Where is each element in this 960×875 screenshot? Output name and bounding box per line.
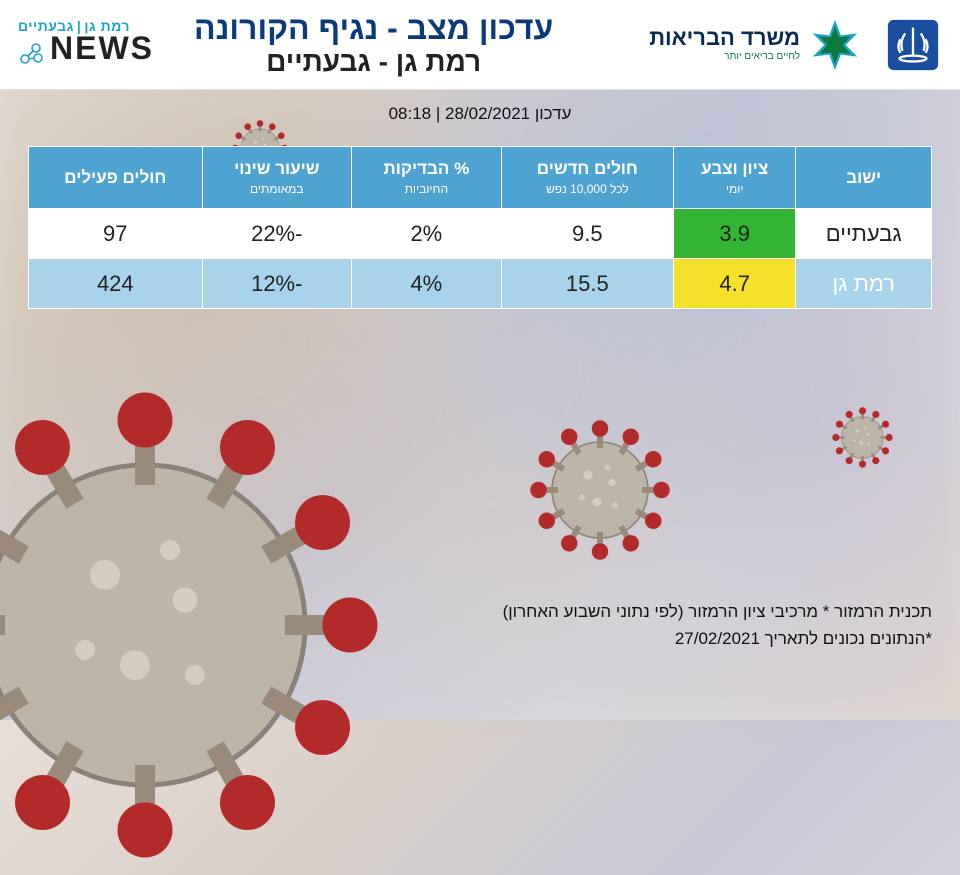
col-name: ישוב	[796, 147, 932, 209]
cell-pos-rate: 4%	[351, 259, 501, 309]
cell-change: -12%	[202, 259, 351, 309]
cell-pos-rate: 2%	[351, 209, 501, 259]
cell-change: -22%	[202, 209, 351, 259]
news-logo-text: NEWS	[50, 30, 154, 66]
coronavirus-icon	[830, 405, 895, 470]
network-icon	[18, 38, 46, 71]
cell-city-name: גבעתיים	[796, 209, 932, 259]
news-logo: רמת גן|גבעתיים NEWS	[18, 18, 154, 71]
footnote-line-1: תכנית הרמזור * מרכיבי ציון הרמזור (לפי נ…	[503, 598, 932, 625]
moh-label-2: הבריאות	[649, 25, 735, 50]
cell-score: 3.9	[673, 209, 796, 259]
page-subtitle: רמת גן - גבעתיים	[118, 46, 629, 78]
cell-city-name: רמת גן	[796, 259, 932, 309]
table-header-row: ישוב ציון וצבעיומי חולים חדשיםלכל 10,000…	[29, 147, 932, 209]
moh-star-icon	[806, 16, 864, 74]
cell-active: 424	[29, 259, 203, 309]
footnote-line-2: *הנתונים נכונים לתאריך 27/02/2021	[503, 625, 932, 652]
col-active: חולים פעילים	[29, 147, 203, 209]
ministry-of-health-logo: משרד הבריאות לחיים בריאים יותר	[649, 16, 864, 74]
col-pos-rate: % הבדיקותהחיוביות	[351, 147, 501, 209]
header-bar: ישראל משרד הבריאות לחיים בריאים יותר עדכ…	[0, 0, 960, 90]
coronavirus-icon	[525, 415, 675, 565]
covid-data-table: ישוב ציון וצבעיומי חולים חדשיםלכל 10,000…	[28, 146, 932, 309]
table-row: גבעתיים 3.9 9.5 2% -22% 97	[29, 209, 932, 259]
israel-gov-emblem-icon: ישראל	[884, 16, 942, 74]
moh-tagline: לחיים בריאים יותר	[649, 51, 800, 62]
cell-score: 4.7	[673, 259, 796, 309]
coronavirus-icon	[0, 375, 395, 875]
page-title: עדכון מצב - נגיף הקורונה	[118, 11, 629, 46]
footnotes: תכנית הרמזור * מרכיבי ציון הרמזור (לפי נ…	[503, 598, 932, 652]
cell-active: 97	[29, 209, 203, 259]
cell-new-cases: 15.5	[501, 259, 673, 309]
cell-new-cases: 9.5	[501, 209, 673, 259]
moh-label-1: משרד	[741, 25, 800, 50]
col-new-cases: חולים חדשיםלכל 10,000 נפש	[501, 147, 673, 209]
table-row: רמת גן 4.7 15.5 4% -12% 424	[29, 259, 932, 309]
col-score: ציון וצבעיומי	[673, 147, 796, 209]
svg-text:ישראל: ישראל	[903, 64, 923, 72]
col-change: שיעור שינויבמאומתים	[202, 147, 351, 209]
update-timestamp: עדכון 28/02/2021 | 08:18	[28, 104, 932, 124]
